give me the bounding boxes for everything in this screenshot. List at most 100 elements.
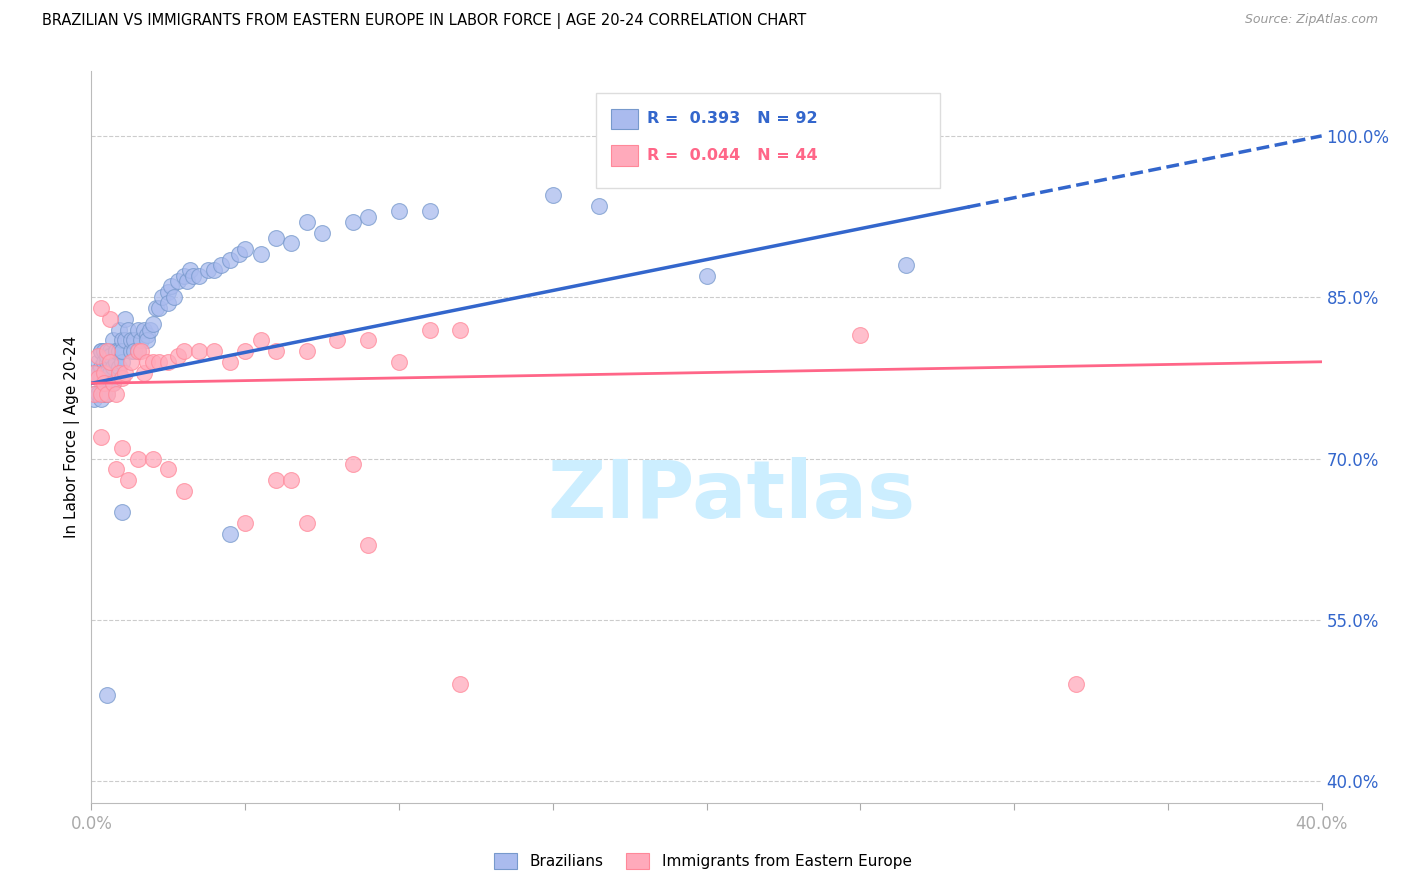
Point (101, 360, 124, 375)
Point (120, 333, 142, 347)
Point (173, 344, 195, 359)
Point (105, 387, 127, 401)
Point (342, 215, 364, 229)
Point (202, 344, 225, 359)
Point (127, 451, 149, 466)
Point (124, 344, 146, 359)
Point (114, 311, 136, 326)
Point (111, 441, 134, 455)
Point (108, 322, 131, 336)
Point (86, 350, 108, 364)
Point (93, 366, 115, 380)
Point (197, 263, 219, 277)
Point (264, 231, 287, 245)
Point (93, 344, 115, 359)
Point (83, 366, 105, 380)
Point (86, 355, 108, 369)
Point (188, 268, 211, 283)
Point (249, 333, 271, 347)
Point (145, 301, 167, 315)
Point (127, 344, 149, 359)
Point (163, 290, 186, 304)
Point (96, 387, 118, 401)
Point (311, 226, 333, 240)
Point (105, 344, 127, 359)
FancyBboxPatch shape (596, 94, 941, 188)
Point (93, 387, 115, 401)
Point (357, 538, 380, 552)
Point (108, 360, 131, 375)
Point (280, 473, 302, 487)
Y-axis label: In Labor Force | Age 20-24: In Labor Force | Age 20-24 (65, 336, 80, 538)
Point (96, 344, 118, 359)
Point (419, 204, 441, 219)
Point (117, 473, 139, 487)
Point (111, 344, 134, 359)
Point (896, 258, 918, 272)
Point (357, 333, 380, 347)
Point (111, 333, 134, 347)
Point (93, 366, 115, 380)
Point (132, 322, 155, 336)
Point (449, 322, 471, 336)
Point (90, 301, 112, 315)
Text: R =  0.044   N = 44: R = 0.044 N = 44 (647, 148, 818, 163)
Point (83, 387, 105, 401)
Point (111, 355, 134, 369)
Point (173, 268, 195, 283)
Point (135, 327, 157, 342)
Point (90, 344, 112, 359)
Point (86, 371, 108, 385)
Point (114, 333, 136, 347)
Point (86, 387, 108, 401)
Point (295, 516, 318, 530)
Point (132, 366, 155, 380)
Point (101, 376, 124, 391)
Point (157, 462, 180, 476)
Point (120, 344, 142, 359)
Point (90, 344, 112, 359)
Point (83, 387, 105, 401)
Point (233, 344, 256, 359)
Point (166, 350, 188, 364)
Point (264, 344, 287, 359)
Point (93, 355, 115, 369)
Point (142, 317, 165, 331)
Point (142, 355, 165, 369)
Point (202, 263, 225, 277)
Point (295, 215, 318, 229)
Point (139, 322, 162, 336)
Point (111, 371, 134, 385)
Point (342, 457, 364, 471)
Point (105, 344, 127, 359)
Point (98, 355, 121, 369)
Point (96, 688, 118, 702)
Legend: Brazilians, Immigrants from Eastern Europe: Brazilians, Immigrants from Eastern Euro… (488, 847, 918, 875)
Point (90, 392, 112, 407)
Point (541, 188, 564, 202)
Point (98, 344, 121, 359)
Text: BRAZILIAN VS IMMIGRANTS FROM EASTERN EUROPE IN LABOR FORCE | AGE 20-24 CORRELATI: BRAZILIAN VS IMMIGRANTS FROM EASTERN EUR… (42, 13, 807, 29)
Point (166, 274, 188, 288)
Point (388, 355, 411, 369)
Point (98, 355, 121, 369)
Point (83, 392, 105, 407)
Point (181, 268, 204, 283)
Point (96, 350, 118, 364)
Point (98, 350, 121, 364)
Bar (610, 109, 637, 129)
Text: R =  0.393   N = 92: R = 0.393 N = 92 (647, 112, 818, 127)
Point (849, 327, 872, 342)
Point (114, 366, 136, 380)
Point (280, 236, 302, 251)
Point (120, 355, 142, 369)
Point (218, 252, 240, 267)
Point (90, 360, 112, 375)
Point (295, 344, 318, 359)
Point (108, 366, 131, 380)
Point (108, 344, 131, 359)
Point (179, 263, 201, 277)
Bar (610, 145, 637, 166)
Point (96, 366, 118, 380)
Point (264, 473, 287, 487)
